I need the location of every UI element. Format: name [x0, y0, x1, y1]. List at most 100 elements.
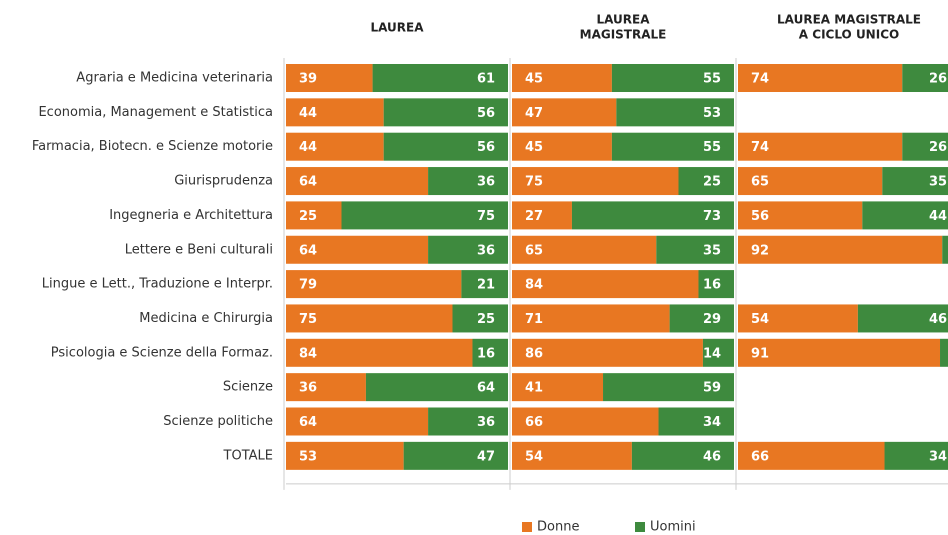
- value-label: 35: [703, 243, 721, 258]
- legend-label: Uomini: [650, 520, 696, 535]
- bar-segment: [902, 132, 948, 161]
- value-label: 92: [751, 243, 769, 258]
- value-label: 36: [477, 415, 495, 430]
- bar-segment: [428, 407, 508, 436]
- value-label: 64: [477, 381, 495, 396]
- bar-segment: [512, 270, 699, 299]
- bar-segment: [286, 167, 429, 196]
- value-label: 65: [751, 175, 769, 190]
- value-label: 35: [929, 175, 947, 190]
- bar-segment: [882, 167, 948, 196]
- bar-segment: [616, 98, 734, 127]
- value-label: 55: [703, 140, 721, 155]
- value-label: 84: [299, 346, 317, 361]
- bar-segment: [512, 338, 703, 367]
- value-label: 27: [525, 209, 543, 224]
- value-label: 44: [929, 209, 947, 224]
- bar-segment: [286, 132, 384, 161]
- value-label: 46: [929, 312, 947, 327]
- bar-segment: [884, 441, 948, 470]
- bar-segment: [512, 441, 632, 470]
- bar-segment: [942, 235, 948, 264]
- panel-title: LAUREA: [596, 13, 650, 27]
- bar-segment: [631, 441, 734, 470]
- value-label: 14: [703, 346, 721, 361]
- value-label: 36: [477, 243, 495, 258]
- bar-segment: [512, 167, 679, 196]
- value-label: 47: [525, 106, 543, 121]
- bar-segment: [383, 132, 508, 161]
- value-label: 91: [751, 346, 769, 361]
- value-label: 64: [299, 243, 317, 258]
- value-label: 74: [751, 140, 769, 155]
- category-label: Psicologia e Scienze della Formaz.: [51, 345, 273, 360]
- bar-segment: [512, 201, 572, 230]
- value-label: 53: [703, 106, 721, 121]
- bar-segment: [461, 270, 508, 299]
- value-label: 36: [299, 381, 317, 396]
- bar-segment: [738, 64, 903, 92]
- legend-label: Donne: [537, 520, 579, 535]
- bar-segment: [286, 201, 342, 230]
- bar-segment: [738, 201, 863, 230]
- bar-segment: [286, 338, 473, 367]
- value-label: 79: [299, 278, 317, 293]
- category-label: Medicina e Chirurgia: [139, 311, 273, 326]
- value-label: 61: [477, 72, 495, 87]
- bar-segment: [738, 338, 941, 367]
- bar-segment: [428, 235, 508, 264]
- bar-segment: [472, 338, 508, 367]
- bar-segment: [611, 132, 734, 161]
- bar-segment: [286, 235, 429, 264]
- bar-segment: [669, 304, 734, 333]
- value-label: 39: [299, 72, 317, 87]
- bar-segment: [738, 235, 943, 264]
- bar-segment: [286, 98, 384, 127]
- bar-segment: [512, 64, 612, 92]
- value-label: 25: [477, 312, 495, 327]
- value-label: 45: [525, 140, 543, 155]
- category-label: Giurisprudenza: [174, 174, 273, 189]
- value-label: 47: [477, 449, 495, 464]
- category-label: Lingue e Lett., Traduzione e Interpr.: [42, 277, 273, 292]
- category-label: Lettere e Beni culturali: [125, 242, 273, 257]
- bar-segment: [902, 64, 948, 92]
- category-label: TOTALE: [223, 448, 273, 463]
- bar-segment: [286, 407, 429, 436]
- value-label: 21: [477, 278, 495, 293]
- value-label: 64: [299, 175, 317, 190]
- value-label: 25: [299, 209, 317, 224]
- value-label: 26: [929, 140, 947, 155]
- bar-segment: [738, 304, 858, 333]
- bar-segment: [702, 338, 734, 367]
- value-label: 29: [703, 312, 721, 327]
- value-label: 59: [703, 381, 721, 396]
- value-label: 45: [525, 72, 543, 87]
- value-label: 34: [703, 415, 721, 430]
- legend-swatch: [635, 522, 645, 532]
- legend-swatch: [522, 522, 532, 532]
- category-label: Economia, Management e Statistica: [38, 105, 273, 120]
- bar-segment: [656, 235, 734, 264]
- value-label: 56: [477, 106, 495, 121]
- value-label: 65: [525, 243, 543, 258]
- value-label: 75: [477, 209, 495, 224]
- category-label: Agraria e Medicina veterinaria: [76, 71, 273, 86]
- category-label: Scienze politiche: [163, 414, 273, 429]
- value-label: 44: [299, 106, 317, 121]
- value-label: 84: [525, 278, 543, 293]
- bar-segment: [512, 304, 670, 333]
- value-label: 75: [525, 175, 543, 190]
- value-label: 56: [751, 209, 769, 224]
- bar-segment: [512, 407, 659, 436]
- bar-segment: [428, 167, 508, 196]
- value-label: 66: [525, 415, 543, 430]
- value-label: 25: [703, 175, 721, 190]
- value-label: 75: [299, 312, 317, 327]
- bar-segment: [512, 235, 657, 264]
- panel-title: LAUREA MAGISTRALE: [777, 13, 921, 27]
- bar-segment: [738, 441, 885, 470]
- bar-segment: [403, 441, 508, 470]
- value-label: 26: [929, 72, 947, 87]
